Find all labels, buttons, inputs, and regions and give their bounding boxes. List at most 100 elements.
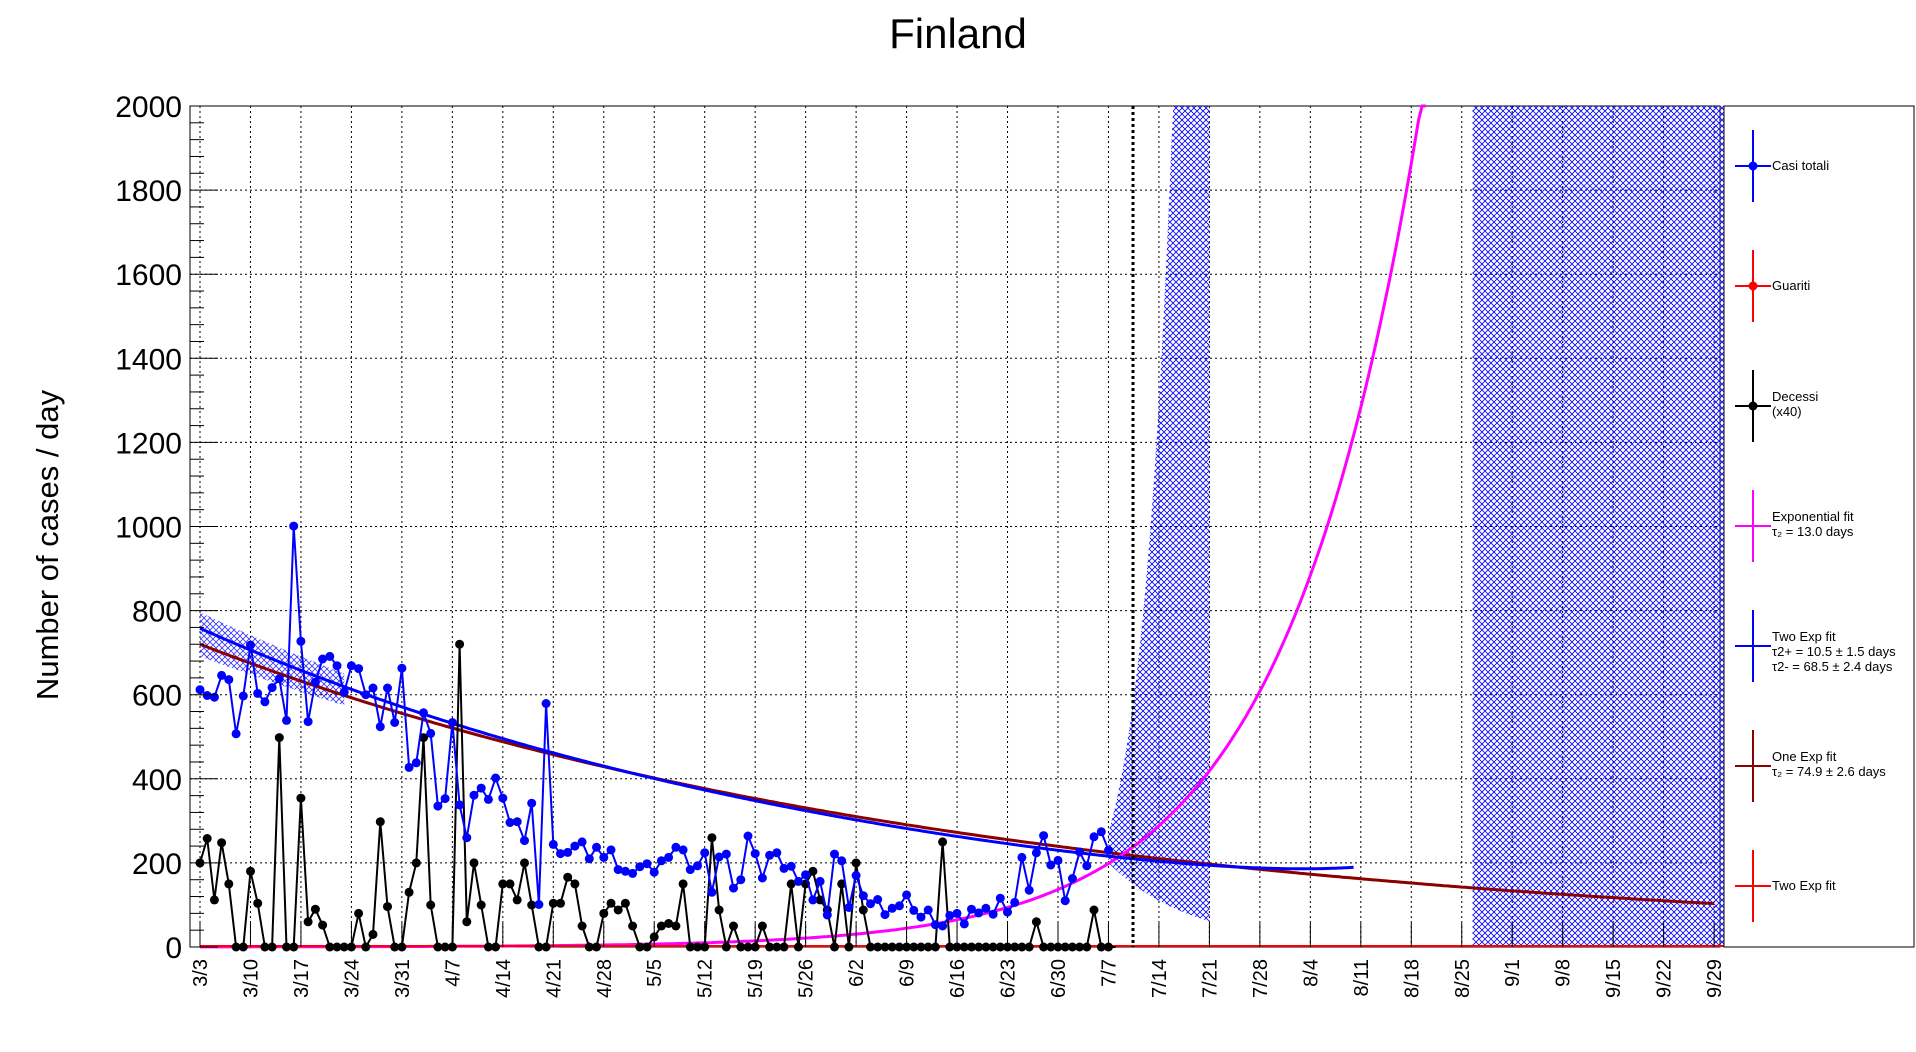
decessi-point bbox=[685, 942, 695, 952]
casi-totali-point bbox=[772, 848, 782, 858]
decessi-point bbox=[411, 858, 421, 868]
casi-totali-point bbox=[887, 903, 897, 913]
x-tick-label: 3/3 bbox=[190, 959, 212, 987]
casi-totali-point bbox=[419, 708, 428, 718]
casi-totali-point bbox=[253, 688, 263, 698]
decessi-point bbox=[858, 905, 868, 915]
decessi-point bbox=[808, 866, 818, 876]
x-tick-label: 3/31 bbox=[392, 959, 414, 998]
casi-totali-point bbox=[974, 908, 984, 918]
casi-totali-point bbox=[1096, 827, 1106, 837]
legend-label: Exponential fit bbox=[1772, 509, 1854, 524]
decessi-point bbox=[296, 793, 306, 803]
decessi-point bbox=[231, 942, 241, 952]
casi-totali-point bbox=[260, 697, 270, 707]
casi-totali-point bbox=[1075, 847, 1085, 857]
casi-totali-point bbox=[952, 908, 962, 918]
casi-totali-point bbox=[455, 800, 465, 810]
decessi-point bbox=[368, 929, 378, 939]
casi-totali-point bbox=[916, 912, 926, 922]
decessi-point bbox=[440, 942, 450, 952]
decessi-point bbox=[988, 942, 998, 952]
decessi-point bbox=[707, 833, 717, 843]
decessi-point bbox=[512, 895, 522, 905]
casi-totali-point bbox=[310, 677, 320, 687]
casi-totali-point bbox=[541, 699, 551, 708]
casi-totali-point bbox=[613, 865, 623, 875]
casi-totali-point bbox=[995, 893, 1005, 903]
decessi-point bbox=[916, 942, 926, 952]
casi-totali-point bbox=[318, 654, 328, 664]
decessi-point bbox=[721, 942, 731, 952]
legend-symbol-marker bbox=[1748, 401, 1758, 411]
decessi-point bbox=[873, 942, 883, 952]
casi-totali-point bbox=[1089, 832, 1099, 842]
casi-totali-point bbox=[656, 856, 666, 866]
legend-symbol-marker bbox=[1748, 281, 1758, 291]
casi-totali-point bbox=[440, 794, 450, 804]
decessi-point bbox=[793, 942, 803, 952]
casi-totali-point bbox=[1039, 831, 1049, 841]
casi-totali-point bbox=[577, 837, 587, 847]
decessi-point bbox=[880, 942, 890, 952]
decessi-point bbox=[981, 942, 991, 952]
decessi-point bbox=[209, 895, 219, 905]
casi-totali-point bbox=[1017, 852, 1027, 862]
casi-totali-point bbox=[721, 849, 731, 859]
x-tick-label: 6/30 bbox=[1048, 959, 1070, 998]
decessi-point bbox=[282, 942, 291, 952]
x-tick-label: 9/29 bbox=[1704, 959, 1726, 998]
casi-totali-point bbox=[1031, 848, 1041, 858]
casi-totali-point bbox=[527, 798, 537, 808]
decessi-point bbox=[433, 942, 443, 952]
casi-totali-point bbox=[685, 865, 695, 875]
casi-totali-point bbox=[822, 910, 832, 920]
x-tick-label: 6/23 bbox=[998, 959, 1020, 998]
decessi-point bbox=[1082, 942, 1092, 952]
y-tick-label: 2000 bbox=[115, 91, 182, 124]
decessi-point bbox=[1039, 942, 1049, 952]
decessi-point bbox=[1067, 942, 1077, 952]
casi-totali-point bbox=[606, 845, 616, 855]
legend-sublabel: τ₂ = 74.9 ± 2.6 days bbox=[1772, 764, 1886, 779]
decessi-point bbox=[339, 942, 349, 952]
casi-totali-point bbox=[693, 861, 702, 871]
decessi-point bbox=[1031, 917, 1041, 927]
decessi-point bbox=[520, 858, 529, 868]
x-tick-label: 6/2 bbox=[846, 959, 868, 987]
decessi-point bbox=[757, 921, 767, 931]
legend-label: Decessi bbox=[1772, 389, 1818, 404]
casi-totali-point bbox=[678, 845, 688, 855]
casi-totali-point bbox=[1003, 907, 1012, 917]
decessi-point bbox=[577, 921, 587, 931]
legend-label: Guariti bbox=[1772, 278, 1810, 293]
casi-totali-point bbox=[289, 521, 299, 531]
decessi-point bbox=[289, 942, 299, 952]
x-tick-label: 7/28 bbox=[1250, 959, 1272, 998]
x-tick-label: 3/24 bbox=[341, 959, 363, 998]
casi-totali-point bbox=[383, 683, 392, 693]
y-tick-label: 200 bbox=[132, 848, 182, 881]
casi-totali-point bbox=[354, 664, 364, 674]
decessi-point bbox=[375, 817, 385, 827]
casi-totali-point bbox=[505, 818, 515, 827]
decessi-point bbox=[974, 942, 984, 952]
casi-totali-point bbox=[830, 849, 839, 859]
casi-totali-point bbox=[274, 674, 284, 684]
casi-totali-point bbox=[447, 718, 457, 727]
decessi-point bbox=[390, 942, 400, 952]
casi-totali-point bbox=[635, 862, 645, 872]
decessi-point bbox=[613, 905, 623, 915]
casi-totali-point bbox=[462, 833, 472, 843]
casi-totali-point bbox=[1104, 845, 1113, 855]
decessi-point bbox=[678, 879, 688, 889]
casi-totali-point bbox=[548, 839, 558, 849]
decessi-point bbox=[584, 942, 594, 952]
casi-totali-point bbox=[729, 883, 738, 893]
decessi-point bbox=[815, 895, 825, 905]
decessi-point bbox=[267, 942, 277, 952]
casi-totali-point bbox=[498, 793, 508, 803]
two-exp-error-band bbox=[1108, 106, 1210, 922]
decessi-point bbox=[765, 942, 775, 952]
casi-totali-point bbox=[246, 640, 255, 650]
